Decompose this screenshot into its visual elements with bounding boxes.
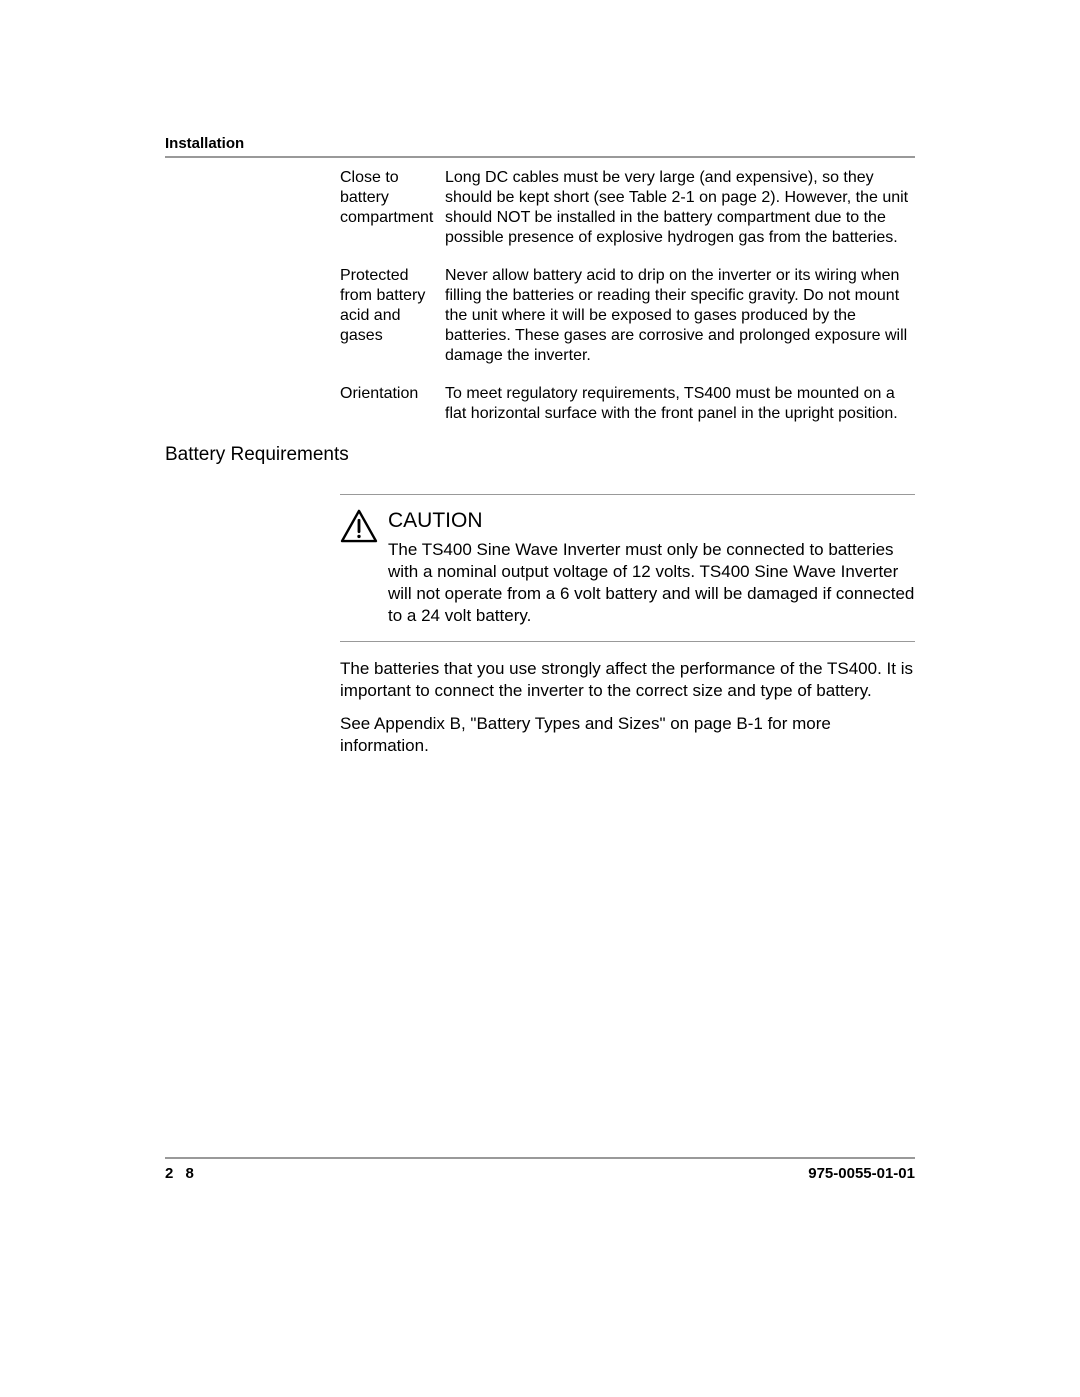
footer-row: 2 8 975-0055-01-01 (165, 1165, 915, 1182)
footer-rule (165, 1157, 915, 1159)
warning-icon (340, 509, 388, 627)
table-row: Close to battery compartment Long DC cab… (340, 168, 915, 248)
row-label: Close to battery compartment (340, 168, 445, 248)
callout-text: CAUTION The TS400 Sine Wave Inverter mus… (388, 509, 915, 627)
row-label: Orientation (340, 384, 445, 424)
header-rule (165, 156, 915, 158)
caution-callout: CAUTION The TS400 Sine Wave Inverter mus… (340, 494, 915, 642)
location-table: Close to battery compartment Long DC cab… (340, 168, 915, 424)
table-row: Orientation To meet regulatory requireme… (340, 384, 915, 424)
table-row: Protected from battery acid and gases Ne… (340, 266, 915, 366)
row-body: To meet regulatory requirements, TS400 m… (445, 384, 915, 424)
row-body: Never allow battery acid to drip on the … (445, 266, 915, 366)
body-paragraph: The batteries that you use strongly affe… (340, 658, 915, 702)
document-number: 975-0055-01-01 (808, 1165, 915, 1182)
subheading-battery-requirements: Battery Requirements (165, 444, 915, 466)
page-number: 2 8 (165, 1165, 198, 1182)
section-label: Installation (165, 135, 915, 152)
callout-title: CAUTION (388, 509, 915, 533)
body-paragraph: See Appendix B, "Battery Types and Sizes… (340, 713, 915, 757)
callout-body-text: The TS400 Sine Wave Inverter must only b… (388, 539, 915, 627)
page: Installation Close to battery compartmen… (0, 0, 1080, 1397)
row-label: Protected from battery acid and gases (340, 266, 445, 366)
row-body: Long DC cables must be very large (and e… (445, 168, 915, 248)
callout-body-row: CAUTION The TS400 Sine Wave Inverter mus… (340, 495, 915, 641)
page-footer: 2 8 975-0055-01-01 (165, 1157, 915, 1182)
callout-rule-bottom (340, 641, 915, 642)
